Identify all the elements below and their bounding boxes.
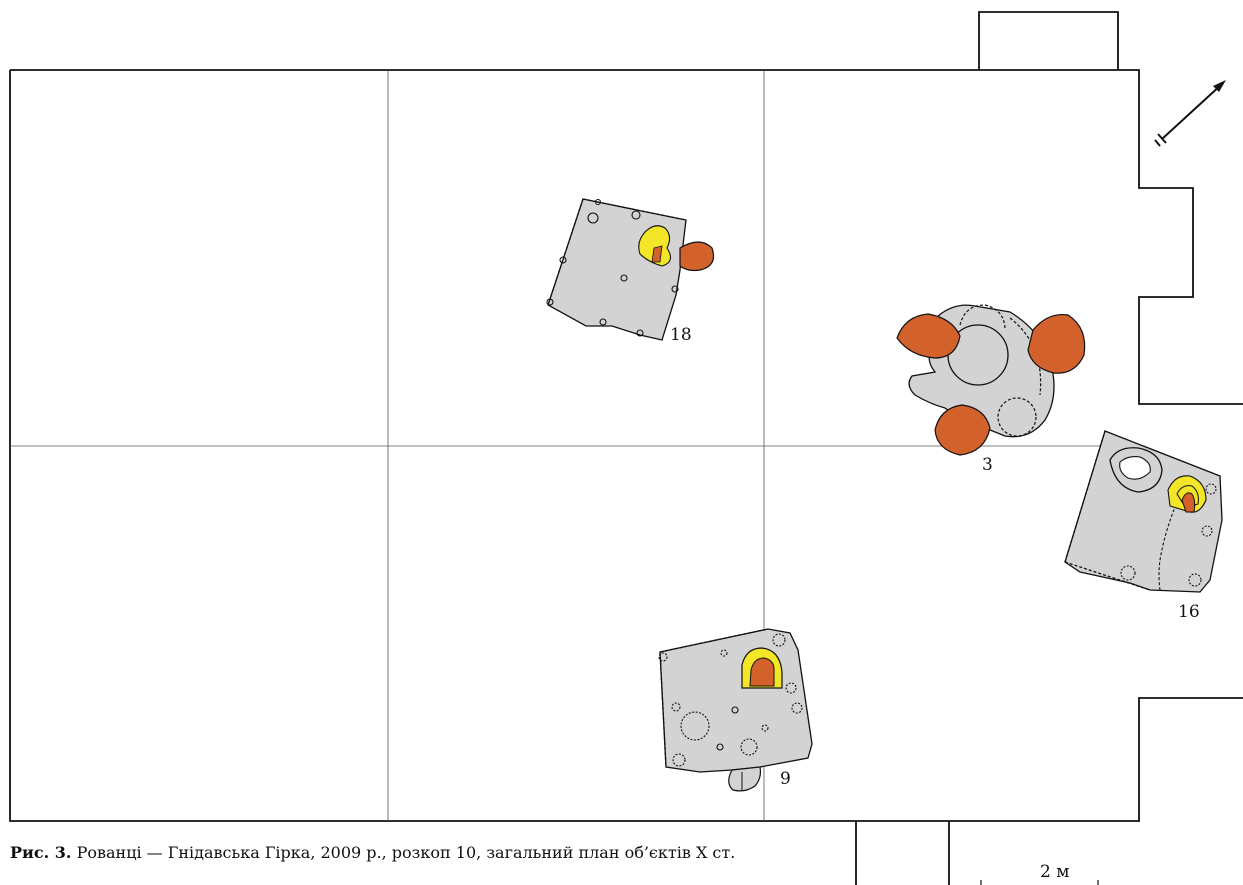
north-arrow-icon: [1154, 80, 1226, 147]
feature-label-9: 9: [780, 769, 791, 789]
scale-bar: 2 м: [980, 862, 1099, 885]
feature-label-18: 18: [670, 325, 692, 345]
feature-label-16: 16: [1178, 602, 1200, 622]
feature-18: 18: [546, 198, 715, 345]
feature-9: 9: [658, 628, 813, 792]
figure-caption: Рис. 3. Рованці — Гнідавська Гірка, 2009…: [10, 842, 836, 864]
feature-3: 3: [896, 304, 1086, 475]
feature-16: 16: [1064, 430, 1223, 622]
caption-text: Рованці — Гнідавська Гірка, 2009 р., роз…: [76, 843, 736, 862]
scale-label: 2 м: [1040, 862, 1069, 882]
feature-label-3: 3: [982, 455, 993, 475]
excavation-boundary: [9, 11, 1243, 885]
caption-label: Рис. 3.: [10, 843, 72, 862]
